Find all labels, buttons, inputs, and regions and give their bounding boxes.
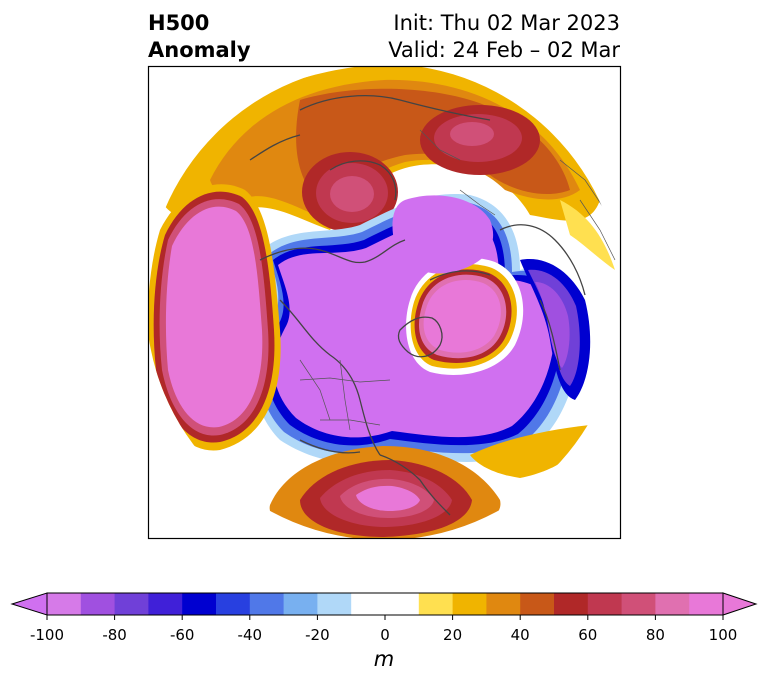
- colorbar-tick-label: -40: [238, 626, 263, 644]
- colorbar-tick-label: 100: [709, 626, 738, 644]
- colorbar-ticks: -100 -80 -60 -40 -20 0 20 40 60 80 100: [30, 615, 737, 644]
- colorbar-cell: [283, 593, 318, 615]
- colorbar-cell: [655, 593, 690, 615]
- colorbar-cell: [182, 593, 217, 615]
- colorbar-tick-label: -60: [170, 626, 195, 644]
- map-hemisphere: [149, 67, 620, 538]
- init-time-label: Init: Thu 02 Mar 2023: [393, 11, 620, 35]
- title-field: Anomaly: [148, 38, 251, 62]
- colorbar-tick-label: 20: [443, 626, 462, 644]
- colorbar-cell: [351, 593, 420, 615]
- colorbar-cell: [452, 593, 487, 615]
- title-right: Init: Thu 02 Mar 2023 Valid: 24 Feb – 02…: [388, 10, 620, 64]
- title-left: H500 Anomaly: [148, 10, 251, 64]
- colorbar-tick-label: 0: [380, 626, 390, 644]
- colorbar-tick-label: 40: [511, 626, 530, 644]
- colorbar-cell: [249, 593, 285, 615]
- positive-center-atlantic: [406, 257, 524, 375]
- borders: [299, 129, 616, 431]
- colorbar-cell: [621, 593, 656, 615]
- colorbar-cell: [47, 593, 82, 615]
- valid-period-label: Valid: 24 Feb – 02 Mar: [388, 38, 620, 62]
- negative-center-canada: [392, 195, 494, 274]
- positive-center-bering: [420, 105, 540, 175]
- map-frame: [147, 65, 622, 540]
- colorbar-cell: [418, 593, 454, 615]
- colorbar-tick-label: -80: [102, 626, 127, 644]
- colorbar-cell: [80, 593, 116, 615]
- colorbar-tick-label: -20: [305, 626, 330, 644]
- map-frame-content: [149, 67, 620, 538]
- positive-center-se-us: [269, 446, 501, 538]
- colorbar-tick-label: 80: [646, 626, 665, 644]
- colorbar-cell: [587, 593, 623, 615]
- colorbar-cell: [486, 593, 521, 615]
- colorbar-cell: [554, 593, 589, 615]
- colorbar-cell: [317, 593, 352, 615]
- negative-center-europe: [520, 259, 591, 400]
- title-variable: H500: [148, 11, 210, 35]
- positive-arc-south-atlantic: [470, 425, 590, 478]
- colorbar-cell: [689, 593, 724, 615]
- colorbar-unit-label: m: [374, 647, 394, 671]
- negative-lobe-pacific: [149, 184, 281, 451]
- positive-center-siberia: [302, 152, 398, 232]
- colorbar-cell: [216, 593, 251, 615]
- colorbar-cell: [114, 593, 149, 615]
- colorbar-tick-label: -100: [30, 626, 64, 644]
- colorbar-under-arrow: [10, 592, 48, 616]
- colorbar-cell: [148, 593, 183, 615]
- colorbar-cells: [47, 593, 724, 615]
- colorbar-tick-label: 60: [578, 626, 597, 644]
- colorbar-over-arrow: [722, 592, 758, 616]
- colorbar-cell: [520, 593, 555, 615]
- positive-arc-northeast: [560, 200, 615, 270]
